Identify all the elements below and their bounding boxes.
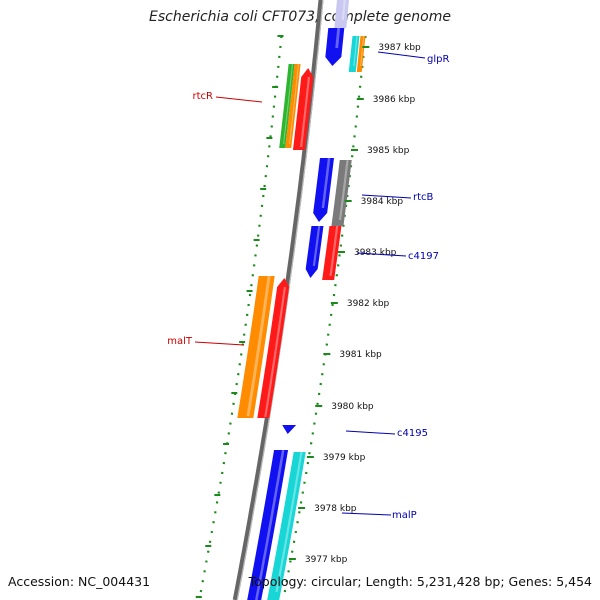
gene-feature-cyan-large <box>267 451 306 600</box>
gene-feature-orange <box>285 63 301 148</box>
gene-feature-c4197 <box>305 225 324 278</box>
gene-leader-line <box>341 512 392 516</box>
gene-feature-green <box>279 63 295 148</box>
genome-title: Escherichia coli CFT073, complete genome <box>149 9 451 25</box>
gene-feature-glpR <box>325 27 345 66</box>
gene-feature-malP <box>247 449 289 600</box>
gene-feature-cyan-small <box>348 35 360 72</box>
gene-features <box>237 0 366 600</box>
gene-feature-orange-small <box>356 35 366 72</box>
backbone-highlight <box>236 0 324 600</box>
gene-feature-orange-large <box>237 275 275 418</box>
ruler-inner-right <box>282 35 367 597</box>
kbp-tick-label: 3981 kbp <box>339 350 382 360</box>
gene-feature-rtcR <box>292 68 314 150</box>
gene-feature-malT <box>257 278 290 418</box>
gene-label-glpR: glpR <box>427 54 449 65</box>
gene-feature-top-light <box>334 0 349 28</box>
ruler-inner-left <box>198 35 283 597</box>
kbp-tick-label: 3982 kbp <box>347 299 390 309</box>
gene-label-rtcB: rtcB <box>413 192 434 203</box>
gene-leader-line <box>194 341 245 346</box>
gene-label-c4197: c4197 <box>408 251 439 262</box>
gene-labels: glpR rtcR rtcB c4197 malT c4195 malP <box>167 51 449 521</box>
topology-summary: Topology: circular; Length: 5,231,428 bp… <box>248 574 592 589</box>
gene-leader-line <box>215 96 263 103</box>
kbp-tick-label: 3987 kbp <box>378 43 421 53</box>
kbp-tick-label: 3985 kbp <box>367 146 410 156</box>
gene-label-rtcR: rtcR <box>193 91 214 102</box>
gene-leader-line <box>345 430 396 435</box>
accession-text: Accession: NC_004431 <box>8 574 151 589</box>
kbp-tick-label: 3977 kbp <box>305 555 348 565</box>
gene-feature-rtcB <box>313 157 334 222</box>
gene-feature-c4195 <box>282 425 297 434</box>
gene-leader-line <box>377 51 426 59</box>
gene-leader-line <box>356 252 407 257</box>
kbp-ticks: 3987 kbp 3986 kbp 3985 kbp 3984 kbp 3983 kbp… <box>288 43 421 565</box>
gene-label-malP: malP <box>392 510 417 521</box>
kbp-tick-label: 3978 kbp <box>314 504 357 514</box>
kbp-tick-label: 3984 kbp <box>361 197 404 207</box>
kbp-tick-label: 3983 kbp <box>354 248 397 258</box>
gene-feature-red-c <box>322 225 342 280</box>
kbp-tick-label: 3979 kbp <box>323 453 366 463</box>
gene-label-c4195: c4195 <box>397 428 428 439</box>
gene-feature-gray <box>331 159 352 226</box>
kbp-tick-label: 3986 kbp <box>373 95 416 105</box>
ruler-dots <box>195 35 367 598</box>
gene-label-malT: malT <box>167 336 193 347</box>
gene-leader-line <box>361 194 412 199</box>
kbp-tick-label: 3980 kbp <box>331 402 374 412</box>
